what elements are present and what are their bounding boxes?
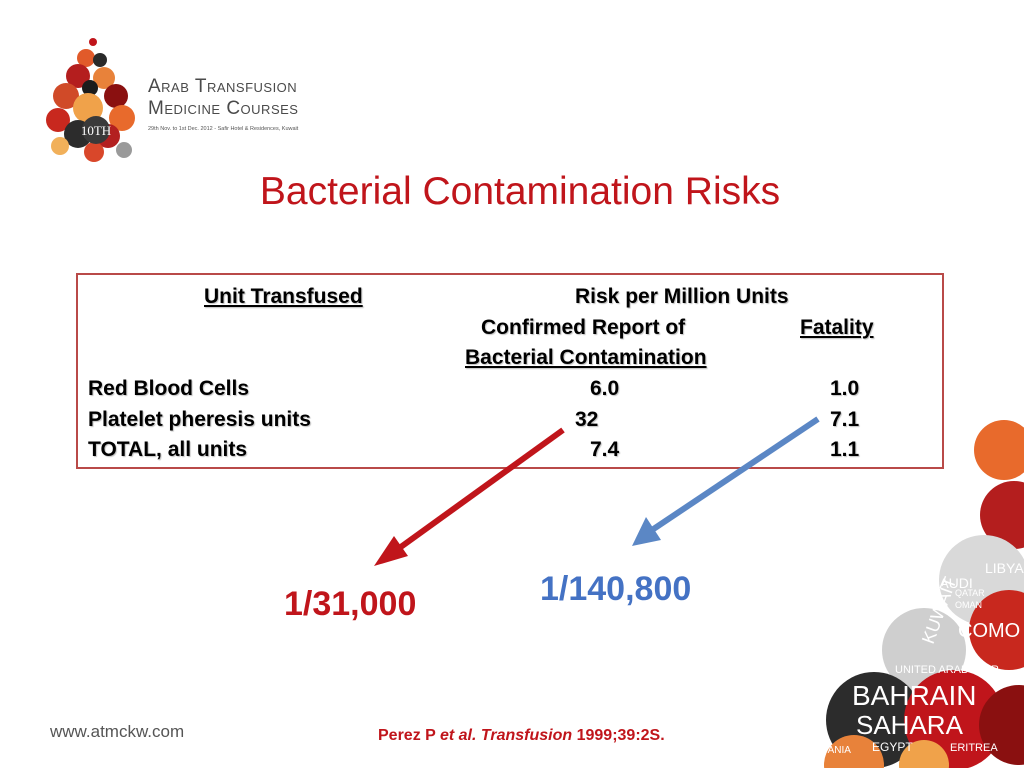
header-fatality: Fatality — [800, 316, 874, 339]
deco-word: SAHARA — [856, 710, 963, 740]
deco-word: QATAR — [955, 588, 985, 598]
decorative-map-collage — [824, 420, 1024, 768]
atmc-logo-graphic: 10TH — [46, 38, 135, 162]
header-unit-transfused: Unit Transfused — [204, 285, 363, 308]
risk-table: Unit Transfused Risk per Million Units C… — [76, 273, 944, 469]
logo-dates: 29th Nov. to 1st Dec. 2012 - Safir Hotel… — [148, 126, 299, 132]
deco-word: LIBYA — [985, 560, 1024, 576]
deco-word: EGYPT — [872, 740, 913, 754]
header-risk-per-million: Risk per Million Units — [575, 285, 789, 308]
row-confirmed: 7.4 — [590, 438, 620, 461]
deco-word: OMAN — [955, 600, 982, 610]
deco-word: ERITREA — [950, 742, 998, 754]
row-fatality: 7.1 — [830, 408, 860, 431]
citation-reference: 1999;39:2S. — [572, 727, 665, 744]
blue-arrow-head — [632, 517, 661, 546]
deco-word: UNITED ARAB EMIR — [895, 664, 999, 676]
logo-edition: 10TH — [81, 123, 111, 138]
row-unit: Platelet pheresis units — [88, 408, 311, 431]
row-fatality: 1.1 — [830, 438, 860, 461]
blue-callout-value: 1/140,800 — [540, 570, 692, 608]
deco-word: BAHRAIN — [852, 680, 977, 711]
header-confirmed-report: Confirmed Report of — [481, 316, 686, 339]
row-fatality: 1.0 — [830, 377, 860, 400]
red-callout-value: 1/31,000 — [284, 585, 417, 623]
logo-line-1: Arab Transfusion — [148, 76, 298, 97]
row-confirmed: 6.0 — [590, 377, 620, 400]
website-link[interactable]: www.atmckw.com — [50, 722, 185, 741]
row-unit: TOTAL, all units — [88, 438, 248, 461]
header-bacterial-contamination: Bacterial Contamination — [465, 346, 707, 369]
red-arrow-head — [374, 536, 408, 566]
citation-journal: et al. Transfusion — [439, 727, 573, 744]
deco-word: SAUDI — [930, 575, 973, 591]
slide-title: Bacterial Contamination Risks — [259, 170, 781, 213]
row-confirmed: 32 — [575, 408, 599, 431]
deco-word: COMO — [958, 620, 1021, 642]
row-unit: Red Blood Cells — [88, 377, 250, 400]
deco-word: MAURITANIA — [790, 745, 851, 756]
citation: Perez P et al. Transfusion 1999;39:2S. — [378, 727, 665, 745]
logo-wordmark: Arab Transfusion Medicine Courses 29th N… — [148, 76, 298, 132]
logo-line-2: Medicine Courses — [148, 98, 299, 119]
citation-authors: Perez P — [378, 727, 440, 744]
